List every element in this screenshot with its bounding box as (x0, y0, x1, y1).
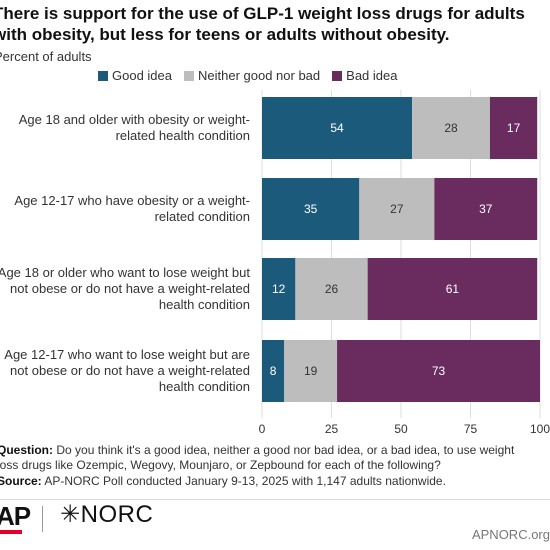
legend-item-good: Good idea (98, 68, 172, 83)
source-note: Source: AP-NORC Poll conducted January 9… (0, 474, 537, 489)
website-link[interactable]: APNORC.org (471, 527, 550, 542)
category-label: Age 18 or older who want to lose weight … (0, 265, 250, 312)
ap-logo-bar (0, 530, 22, 534)
chart-subtitle: Percent of adults (0, 49, 92, 64)
stacked-bar-chart: 0 25 50 75 100 54 28 17 Age 18 and older with ob… (0, 90, 550, 436)
bar-value-label: 26 (325, 282, 339, 296)
legend-label-good: Good idea (112, 68, 172, 83)
bar-value-label: 17 (507, 121, 521, 135)
source-label: Source: (0, 474, 42, 488)
legend-label-bad: Bad idea (346, 68, 398, 83)
legend-swatch-good (98, 70, 108, 81)
bar-value-label: 54 (330, 121, 344, 135)
bar-value-label: 35 (304, 202, 318, 216)
bar-segment (262, 97, 413, 159)
legend-item-bad: Bad idea (332, 68, 397, 83)
bar-segment (434, 178, 538, 240)
bar-segment (412, 97, 490, 159)
question-label: Question: (0, 443, 53, 457)
category-label: Age 18 and older with obesity or weight-… (19, 112, 250, 143)
bar-value-label: 12 (272, 282, 286, 296)
category-label: Age 12-17 who want to lose weight but ar… (4, 347, 250, 394)
bar-value-label: 19 (304, 364, 318, 378)
chart-title: There is support for the use of GLP-1 we… (0, 4, 525, 44)
bar-segment (359, 178, 435, 240)
bar-segment (262, 340, 285, 402)
footer-divider (0, 499, 550, 500)
x-tick-label: 50 (394, 422, 408, 436)
bar-segment (262, 258, 296, 320)
category-label: Age 12-17 who have obesity or a weight-r… (14, 193, 250, 224)
ap-logo: AP (0, 501, 31, 531)
bar-segment (295, 258, 368, 320)
bar-segment (489, 97, 538, 159)
source-text: AP-NORC Poll conducted January 9-13, 202… (44, 474, 446, 488)
chart-legend: Good idea Neither good nor bad Bad idea (98, 68, 397, 83)
bar-segment (337, 340, 540, 402)
bar-value-label: 61 (446, 282, 460, 296)
bar-segment (284, 340, 338, 402)
question-note: Question: Do you think it's a good idea,… (0, 443, 537, 473)
question-text: Do you think it's a good idea, neither a… (0, 443, 515, 472)
x-tick-label: 100 (530, 422, 550, 436)
bar-value-label: 28 (444, 121, 458, 135)
norc-logo: ✳NORC (60, 501, 154, 528)
x-tick-label: 75 (464, 422, 478, 436)
legend-label-neither: Neither good nor bad (198, 68, 321, 83)
legend-swatch-neither (184, 70, 194, 81)
x-tick-label: 25 (325, 422, 339, 436)
logo-divider (42, 506, 43, 532)
bar-segment (262, 178, 360, 240)
legend-swatch-bad (332, 70, 343, 81)
bar-segment (367, 258, 538, 320)
x-tick-label: 0 (259, 422, 266, 436)
bar-value-label: 27 (390, 202, 404, 216)
bar-value-label: 8 (270, 364, 277, 378)
bar-value-label: 37 (479, 202, 493, 216)
legend-item-neither: Neither good nor bad (184, 68, 320, 83)
bar-value-label: 73 (432, 364, 446, 378)
